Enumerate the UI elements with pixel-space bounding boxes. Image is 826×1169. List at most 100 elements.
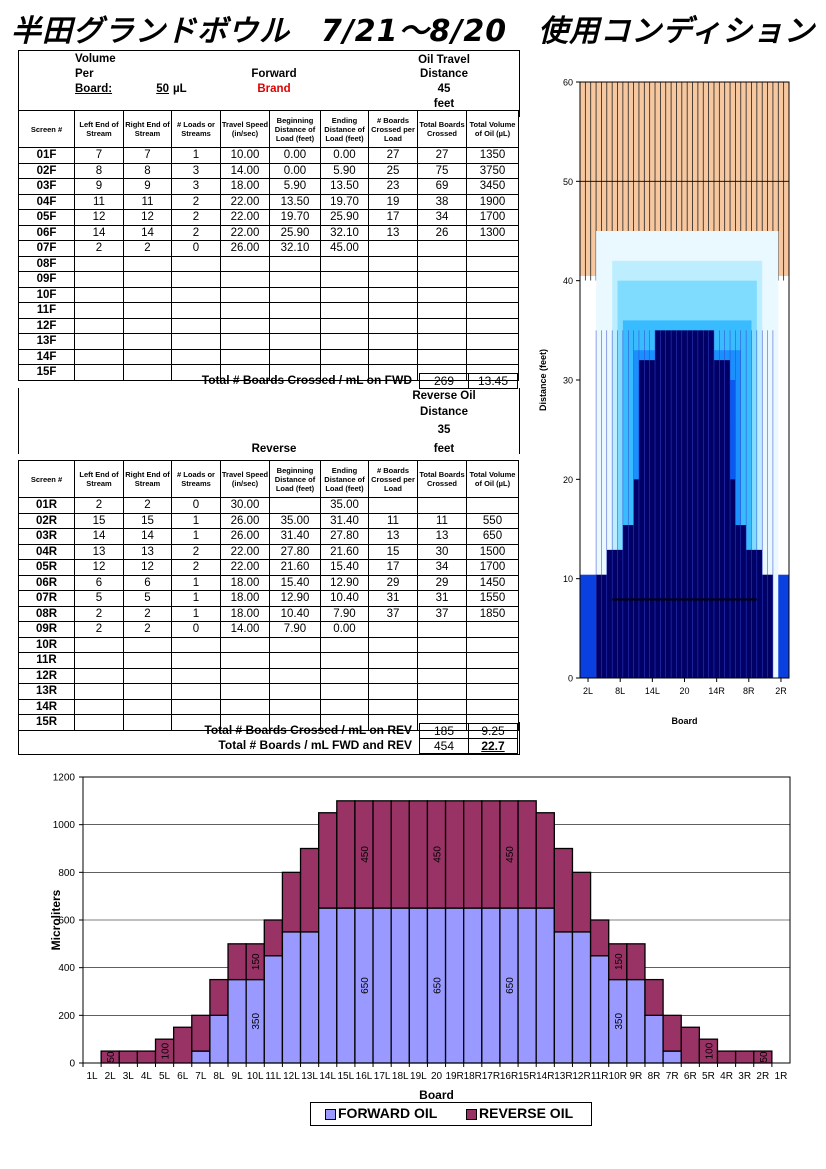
table-cell [123,255,172,272]
table-row: 04F 11 11 2 22.00 13.50 19.70 19 38 1900 [18,193,519,210]
bar-forward-oil [263,955,284,1064]
bar-reverse-oil [136,1050,157,1064]
table-cell [368,302,418,319]
x-axis-label: Board [419,1088,454,1102]
x-tick-label: 20 [431,1071,443,1082]
table-cell: 37 [368,605,418,622]
y-axis-label: Distance (feet) [538,349,548,411]
bar-forward-oil [299,931,320,1064]
screen-label: 02F [18,162,75,179]
x-tick-label: 10L [247,1071,264,1082]
table-cell: 19.70 [269,209,321,226]
table-cell: 12 [74,559,124,576]
forward-header-cell: Left End of Stream [74,110,124,148]
reverse-distance-unit: feet [433,443,455,455]
screen-label: 05R [18,559,75,576]
x-tick-label: 11R [591,1071,609,1082]
table-cell [320,302,369,319]
volume-label-1: Volume [75,53,116,65]
table-cell [417,652,467,669]
table-cell: 35.00 [320,497,369,514]
table-cell: 23 [368,178,418,195]
x-tick-label: 17L [374,1071,391,1082]
x-tick-label: 14L [319,1071,336,1082]
table-cell: 5 [123,590,172,607]
table-cell: 8 [123,162,172,179]
bar-reverse-oil [172,1026,193,1064]
table-cell: 1550 [466,590,519,607]
reverse-distance-value: 35 [437,424,451,436]
bar-reverse-oil [716,1050,737,1064]
table-cell: 26.00 [220,240,270,257]
bar-reverse-oil [481,800,501,909]
chart-legend: FORWARD OIL REVERSE OIL [310,1102,592,1126]
table-cell: 14 [74,528,124,545]
bar-forward-oil [408,907,429,1064]
table-cell: 13 [368,528,418,545]
table-cell [220,286,270,303]
screen-label: 07R [18,590,75,607]
bar-reverse-oil [263,919,284,957]
x-axis-label: Board [671,716,697,726]
table-cell: 13 [123,543,172,560]
table-row: 14F [18,348,519,365]
table-cell [74,667,124,684]
board-volume-unit: µL [173,83,187,95]
screen-label: 10F [18,286,75,303]
bar-forward-oil [191,1050,211,1064]
board-volume-value: 50 [156,83,169,95]
table-row: 05F 12 12 2 22.00 19.70 25.90 17 34 1700 [18,209,519,226]
table-cell [368,317,418,334]
x-tick-label: 8R [743,686,755,696]
table-cell [220,636,270,653]
screen-label: 03R [18,528,75,545]
reverse-header-cell: Total Volume of Oil (µL) [466,460,519,498]
forward-info: Volume Per Board: 50 µL Forward Brand Oi… [18,50,520,117]
table-row: 14R [18,698,519,715]
table-cell [123,333,172,350]
bar-reverse-oil [281,871,302,933]
table-cell [220,698,270,715]
table-cell: 29 [417,574,467,591]
table-cell: 11 [417,512,467,529]
bar-forward-oil [336,907,356,1064]
table-cell [220,348,270,365]
table-cell: 1850 [466,605,519,622]
screen-label: 02R [18,512,75,529]
forward-header-cell: Beginning Distance of Load (feet) [269,110,321,148]
oil-distance-unit: feet [433,98,455,110]
table-cell [320,698,369,715]
bar-forward-oil [644,1014,664,1064]
reverse-header-cell: Right End of Stream [123,460,172,498]
table-cell: 0.00 [320,621,369,638]
table-cell [417,636,467,653]
table-cell: 1700 [466,209,519,226]
bar-reverse-oil [299,847,320,933]
x-tick-label: 15L [338,1071,355,1082]
table-cell: 2 [171,209,221,226]
x-tick-label: 6L [177,1071,189,1082]
bar-forward-oil [281,931,302,1064]
table-cell: 32.10 [269,240,321,257]
table-cell: 15 [368,543,418,560]
table-cell [320,255,369,272]
y-tick-label: 60 [563,78,573,88]
oil-distance-value: 45 [437,83,451,95]
table-cell [269,348,321,365]
table-cell [368,698,418,715]
table-cell [123,302,172,319]
table-cell: 25.90 [320,209,369,226]
table-cell: 14 [123,528,172,545]
table-cell [368,636,418,653]
table-cell: 12 [123,209,172,226]
table-cell [368,652,418,669]
reverse-total-ml: 9.25 [468,723,518,739]
x-tick-label: 19R [445,1071,463,1082]
table-cell [417,497,467,514]
x-tick-label: 1L [87,1071,99,1082]
legend-label-forward: FORWARD OIL [338,1105,438,1121]
table-cell: 17 [368,559,418,576]
forward-header-row: Screen # Left End of Stream Right End of S… [18,110,519,148]
bar-forward-oil [318,907,338,1064]
x-tick-label: 8R [648,1071,661,1082]
